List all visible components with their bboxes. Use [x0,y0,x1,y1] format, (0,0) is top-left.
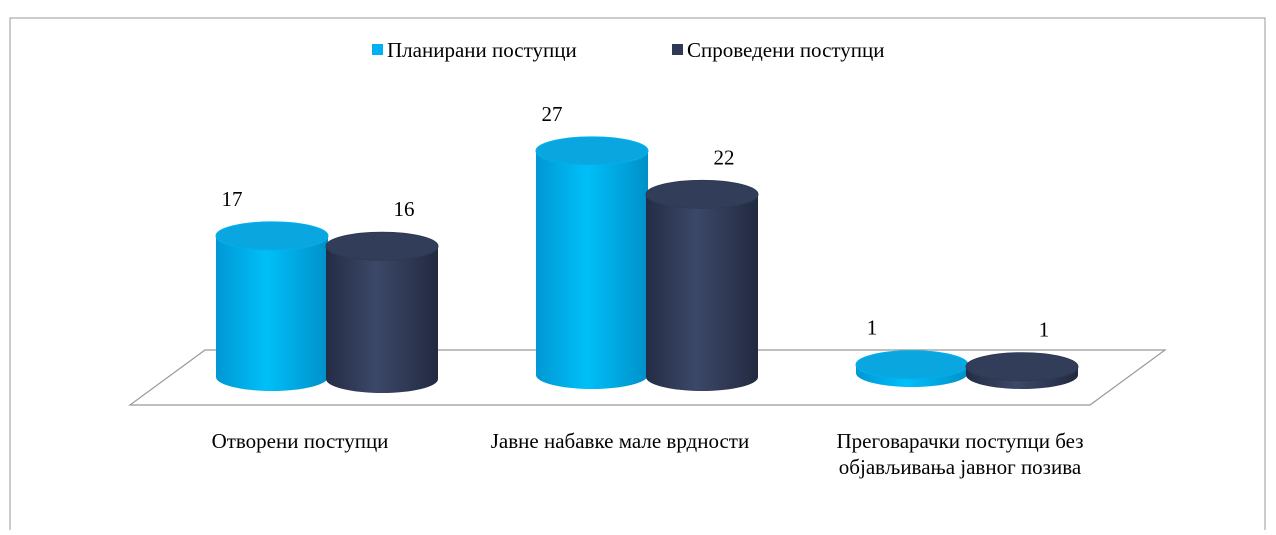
cylinder-top [215,221,329,251]
legend-swatch [372,44,383,55]
data-label: 17 [222,187,243,211]
cylinder-top [325,231,439,261]
cylinder-top [965,352,1079,382]
cylinder [216,235,328,391]
cylinder-top [535,136,649,166]
category-label: Преговарачки поступци без објављивања ја… [836,429,1084,479]
chart-frame [9,17,1266,535]
data-label: 27 [542,102,563,126]
data-label: 16 [394,197,415,221]
data-label: 22 [714,145,735,169]
data-label: 1 [867,316,878,340]
cylinder [326,246,438,393]
legend-swatch [672,44,683,55]
category-label: Отворени поступци [211,429,389,453]
cylinder-top [645,179,759,209]
cylinder [646,194,758,391]
legend-label: Планирани поступци [387,38,577,62]
data-label: 1 [1039,318,1050,342]
category-label: Јавне набавке мале врдности [490,429,750,453]
cylinder-top [855,350,969,380]
legend-label: Спроведени поступци [687,38,885,62]
cylinder [536,150,648,389]
